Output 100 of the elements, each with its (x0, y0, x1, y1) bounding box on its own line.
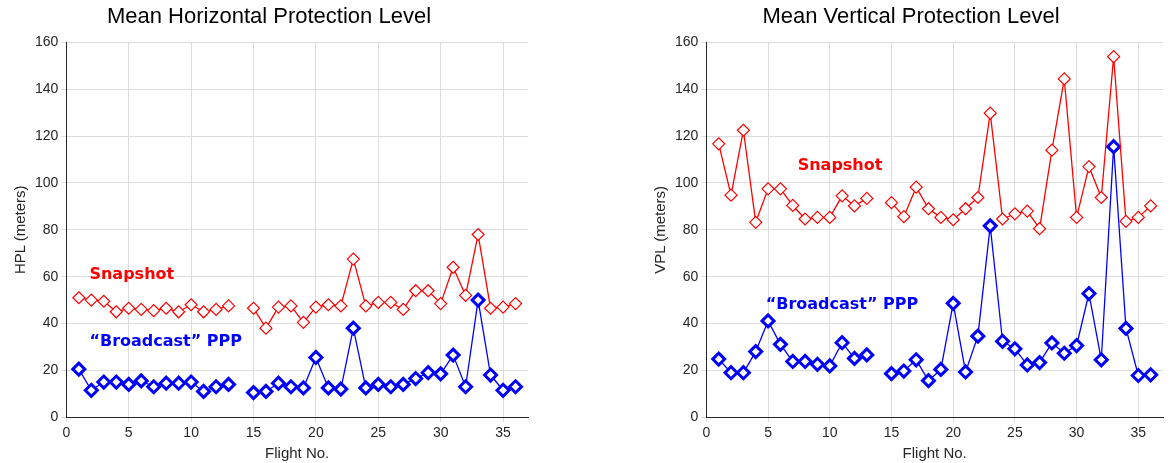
x-axis-title: Flight No. (265, 444, 330, 462)
point (1056, 345, 1072, 361)
point (359, 299, 373, 313)
series-label: Snapshot (797, 155, 883, 175)
point (884, 196, 899, 210)
point (72, 291, 86, 305)
point (1032, 355, 1048, 371)
point (946, 213, 960, 227)
point (159, 301, 173, 315)
point (785, 353, 801, 369)
point (146, 379, 162, 395)
point (1094, 190, 1108, 205)
y-tick-label: 120 (35, 126, 59, 143)
point (1093, 352, 1109, 368)
point (1069, 338, 1085, 354)
point (345, 320, 361, 336)
point (309, 300, 323, 314)
point (97, 294, 111, 308)
point (446, 260, 460, 274)
chart-title: Mean Horizontal Protection Level (106, 3, 432, 29)
point (958, 202, 973, 216)
point (859, 347, 875, 363)
point (995, 333, 1011, 349)
point (883, 366, 899, 382)
point (921, 373, 937, 389)
y-tick-label: 20 (42, 361, 59, 378)
point (995, 212, 1010, 226)
point (208, 379, 224, 395)
point (83, 382, 99, 398)
point (496, 300, 510, 314)
point (133, 373, 149, 389)
point (834, 335, 850, 351)
point (847, 199, 862, 213)
point (798, 212, 812, 226)
point (508, 296, 523, 311)
series-label: “Broadcast” PPP (765, 293, 919, 313)
point (221, 299, 236, 313)
x-tick-label: 30 (1068, 424, 1085, 441)
point (158, 375, 174, 391)
point (897, 210, 911, 224)
point (1008, 207, 1022, 221)
point (420, 365, 436, 381)
point (982, 218, 998, 234)
y-tick-label: 40 (682, 314, 699, 331)
point (786, 198, 800, 213)
point (797, 353, 813, 369)
point (147, 304, 161, 318)
y-tick-label: 160 (35, 33, 59, 50)
x-tick-label: 25 (1007, 424, 1023, 441)
point (1044, 335, 1060, 351)
point (1032, 222, 1047, 236)
point (921, 202, 936, 216)
point (773, 182, 788, 196)
point (508, 379, 524, 395)
point (735, 365, 751, 381)
point (724, 188, 738, 202)
point (1118, 320, 1134, 336)
point (197, 305, 211, 319)
point (1119, 214, 1133, 228)
point (246, 301, 261, 315)
y-tick-label: 140 (675, 80, 699, 97)
y-tick-label: 0 (690, 408, 699, 425)
x-tick-label: 15 (883, 424, 900, 441)
x-tick-label: 10 (821, 424, 838, 441)
point (409, 284, 423, 298)
point (1057, 72, 1071, 86)
point (221, 376, 237, 392)
point (384, 295, 398, 310)
y-tick-label: 20 (682, 361, 699, 378)
point (183, 374, 199, 390)
x-tick-label: 15 (245, 424, 262, 441)
point (334, 299, 348, 313)
point (760, 313, 776, 329)
point (459, 288, 473, 302)
point (371, 295, 385, 310)
y-tick-label: 40 (42, 314, 59, 331)
point (196, 383, 212, 399)
point (1130, 368, 1146, 383)
point (259, 321, 273, 335)
point (321, 298, 335, 312)
point (109, 305, 123, 319)
point (121, 376, 137, 392)
y-tick-label: 60 (682, 267, 699, 284)
point (748, 344, 764, 360)
x-tick-label: 5 (124, 424, 133, 441)
point (860, 191, 874, 206)
point (333, 381, 349, 397)
point (1007, 341, 1023, 357)
y-tick-label: 100 (675, 173, 699, 190)
point (408, 371, 424, 387)
point (258, 383, 274, 399)
point (283, 379, 299, 395)
chart-title: Mean Vertical Protection Level (762, 3, 1060, 29)
point (1131, 210, 1145, 224)
point (1144, 199, 1158, 213)
x-tick-label: 0 (62, 424, 71, 441)
point (308, 349, 324, 365)
point (822, 358, 838, 374)
point (284, 299, 298, 313)
x-tick-label: 35 (1130, 424, 1147, 441)
